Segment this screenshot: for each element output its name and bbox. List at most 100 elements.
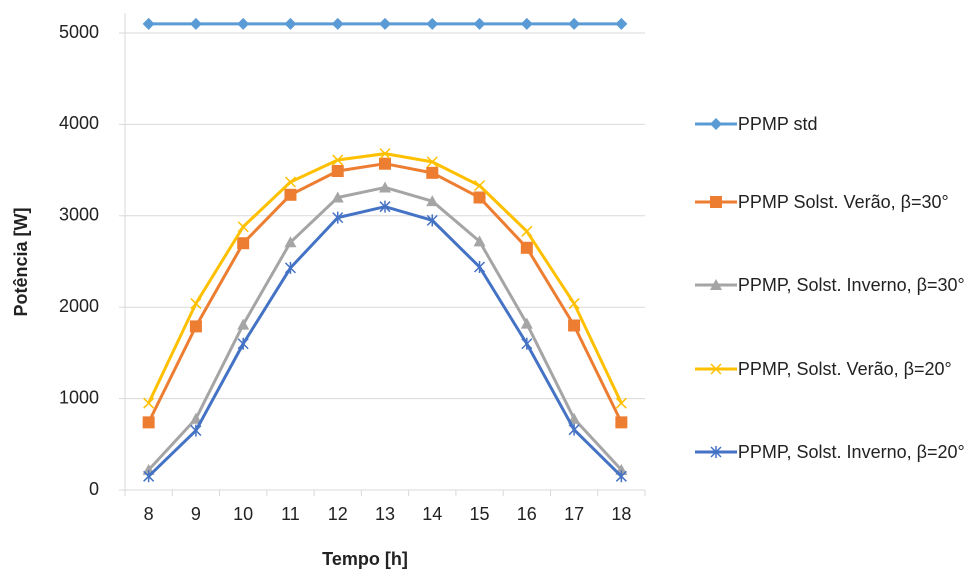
x-axis-title: Tempo [h]	[322, 549, 408, 569]
y-tick-label: 2000	[59, 296, 99, 316]
marker-shape	[474, 260, 486, 273]
marker-shape	[190, 298, 202, 310]
marker	[284, 17, 297, 30]
marker	[520, 17, 533, 30]
marker	[520, 241, 533, 254]
legend-item: PPMP std	[694, 111, 969, 137]
marker	[189, 320, 202, 333]
legend-label: PPMP, Solst. Verão, β=20°	[737, 359, 952, 379]
marker	[190, 424, 202, 437]
marker-shape	[426, 17, 439, 30]
x-tick-label: 13	[375, 504, 395, 524]
marker	[615, 17, 628, 30]
marker	[331, 165, 344, 178]
marker-shape	[284, 236, 297, 248]
marker-shape	[426, 214, 438, 227]
marker-shape	[142, 416, 155, 429]
marker-shape	[331, 165, 344, 178]
marker-shape	[189, 17, 202, 30]
marker	[237, 237, 250, 250]
x-tick-label: 9	[191, 504, 201, 524]
marker	[568, 298, 580, 310]
marker-shape	[615, 17, 628, 30]
marker-shape	[473, 235, 486, 247]
marker	[284, 176, 296, 188]
marker-shape	[237, 237, 250, 250]
marker	[189, 412, 202, 424]
marker	[710, 446, 722, 458]
y-tick-label: 3000	[59, 205, 99, 225]
marker-shape	[710, 118, 722, 130]
marker	[143, 397, 155, 409]
marker	[426, 166, 439, 179]
marker-shape	[284, 188, 297, 201]
marker	[521, 225, 533, 237]
marker	[331, 191, 344, 203]
marker	[284, 261, 296, 274]
marker-shape	[332, 211, 344, 224]
x-tick-label: 8	[144, 504, 154, 524]
x-tick-label: 15	[470, 504, 490, 524]
marker-shape	[379, 181, 391, 193]
marker	[615, 416, 628, 429]
y-tick-label: 0	[89, 479, 99, 499]
marker-shape	[615, 416, 628, 429]
marker	[710, 279, 722, 290]
x-tick-label: 18	[611, 504, 631, 524]
marker-shape	[615, 470, 627, 483]
marker	[615, 470, 627, 483]
legend-label: PPMP std	[737, 114, 818, 134]
marker	[568, 17, 581, 30]
marker-shape	[520, 317, 533, 329]
marker-shape	[615, 397, 627, 409]
marker	[379, 17, 391, 30]
marker-shape	[190, 424, 202, 437]
marker-shape	[189, 412, 202, 424]
x-tick-label: 10	[233, 504, 253, 524]
marker-shape	[568, 412, 581, 424]
marker	[615, 397, 627, 409]
y-tick-label: 4000	[59, 113, 99, 133]
y-axis-title: Potência [W]	[11, 207, 31, 316]
marker	[332, 211, 344, 224]
marker	[426, 195, 439, 207]
marker-shape	[521, 225, 533, 237]
legend-label: PPMP Solst. Verão, β=30°	[737, 192, 949, 212]
marker	[237, 221, 249, 233]
marker	[426, 156, 438, 168]
marker-shape	[237, 221, 249, 233]
y-tick-label: 5000	[59, 22, 99, 42]
marker	[520, 317, 533, 329]
marker-shape	[568, 423, 580, 436]
marker-shape	[474, 180, 486, 192]
marker-shape	[237, 337, 249, 350]
marker	[474, 260, 486, 273]
marker	[426, 17, 439, 30]
marker	[473, 235, 486, 247]
legend-swatch	[695, 446, 737, 458]
x-tick-label: 11	[281, 504, 300, 524]
marker-shape	[521, 337, 533, 350]
marker-shape	[426, 166, 439, 179]
marker	[332, 154, 344, 166]
marker-shape	[473, 17, 486, 30]
marker-shape	[379, 157, 391, 170]
marker	[474, 180, 486, 192]
marker-shape	[426, 156, 438, 168]
marker	[379, 157, 391, 170]
marker	[142, 17, 155, 30]
marker-shape	[284, 176, 296, 188]
marker-shape	[331, 17, 344, 30]
legend-label: PPMP, Solst. Inverno, β=20°	[737, 442, 965, 462]
legend-label: PPMP, Solst. Inverno, β=30°	[737, 275, 965, 295]
marker-shape	[237, 318, 250, 330]
marker-shape	[520, 241, 533, 254]
marker	[473, 17, 486, 30]
marker	[142, 416, 155, 429]
marker-shape	[332, 154, 344, 166]
marker	[237, 17, 250, 30]
marker-shape	[710, 446, 722, 458]
marker-shape	[568, 319, 581, 332]
x-tick-label: 17	[564, 504, 584, 524]
